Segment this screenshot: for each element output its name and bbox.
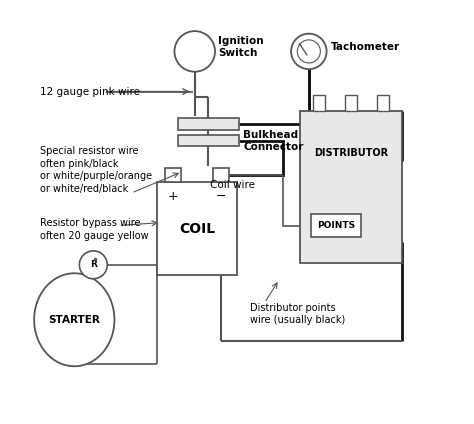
Bar: [377, 95, 389, 111]
Text: Ignition
Switch: Ignition Switch: [218, 36, 264, 59]
Text: Coil wire: Coil wire: [210, 180, 255, 190]
Text: COIL: COIL: [179, 222, 215, 236]
Text: R: R: [90, 260, 97, 269]
Circle shape: [297, 40, 320, 63]
Circle shape: [79, 251, 107, 279]
Bar: [165, 167, 181, 182]
Bar: [301, 111, 402, 263]
Text: Resistor bypass wire
often 20 gauge yellow: Resistor bypass wire often 20 gauge yell…: [40, 218, 149, 241]
Ellipse shape: [34, 273, 114, 366]
Bar: [313, 95, 325, 111]
Bar: [311, 214, 361, 237]
Bar: [213, 167, 229, 182]
Text: +: +: [167, 190, 178, 203]
Text: 12 gauge pink wire: 12 gauge pink wire: [40, 86, 140, 97]
Bar: [178, 135, 239, 147]
Text: Tachometer: Tachometer: [331, 42, 400, 52]
Circle shape: [174, 31, 215, 72]
Bar: [157, 182, 237, 276]
Text: Bulkhead
Connector: Bulkhead Connector: [243, 130, 304, 152]
Text: Special resistor wire
often pink/black
or white/purple/orange
or white/red/black: Special resistor wire often pink/black o…: [40, 147, 153, 194]
Text: −: −: [216, 190, 226, 203]
Bar: [178, 118, 239, 130]
Text: Distributor points
wire (usually black): Distributor points wire (usually black): [250, 303, 345, 325]
Text: STARTER: STARTER: [48, 315, 100, 325]
Bar: [345, 95, 357, 111]
Circle shape: [291, 33, 327, 69]
Text: POINTS: POINTS: [317, 221, 355, 230]
Text: DISTRIBUTOR: DISTRIBUTOR: [314, 148, 388, 158]
